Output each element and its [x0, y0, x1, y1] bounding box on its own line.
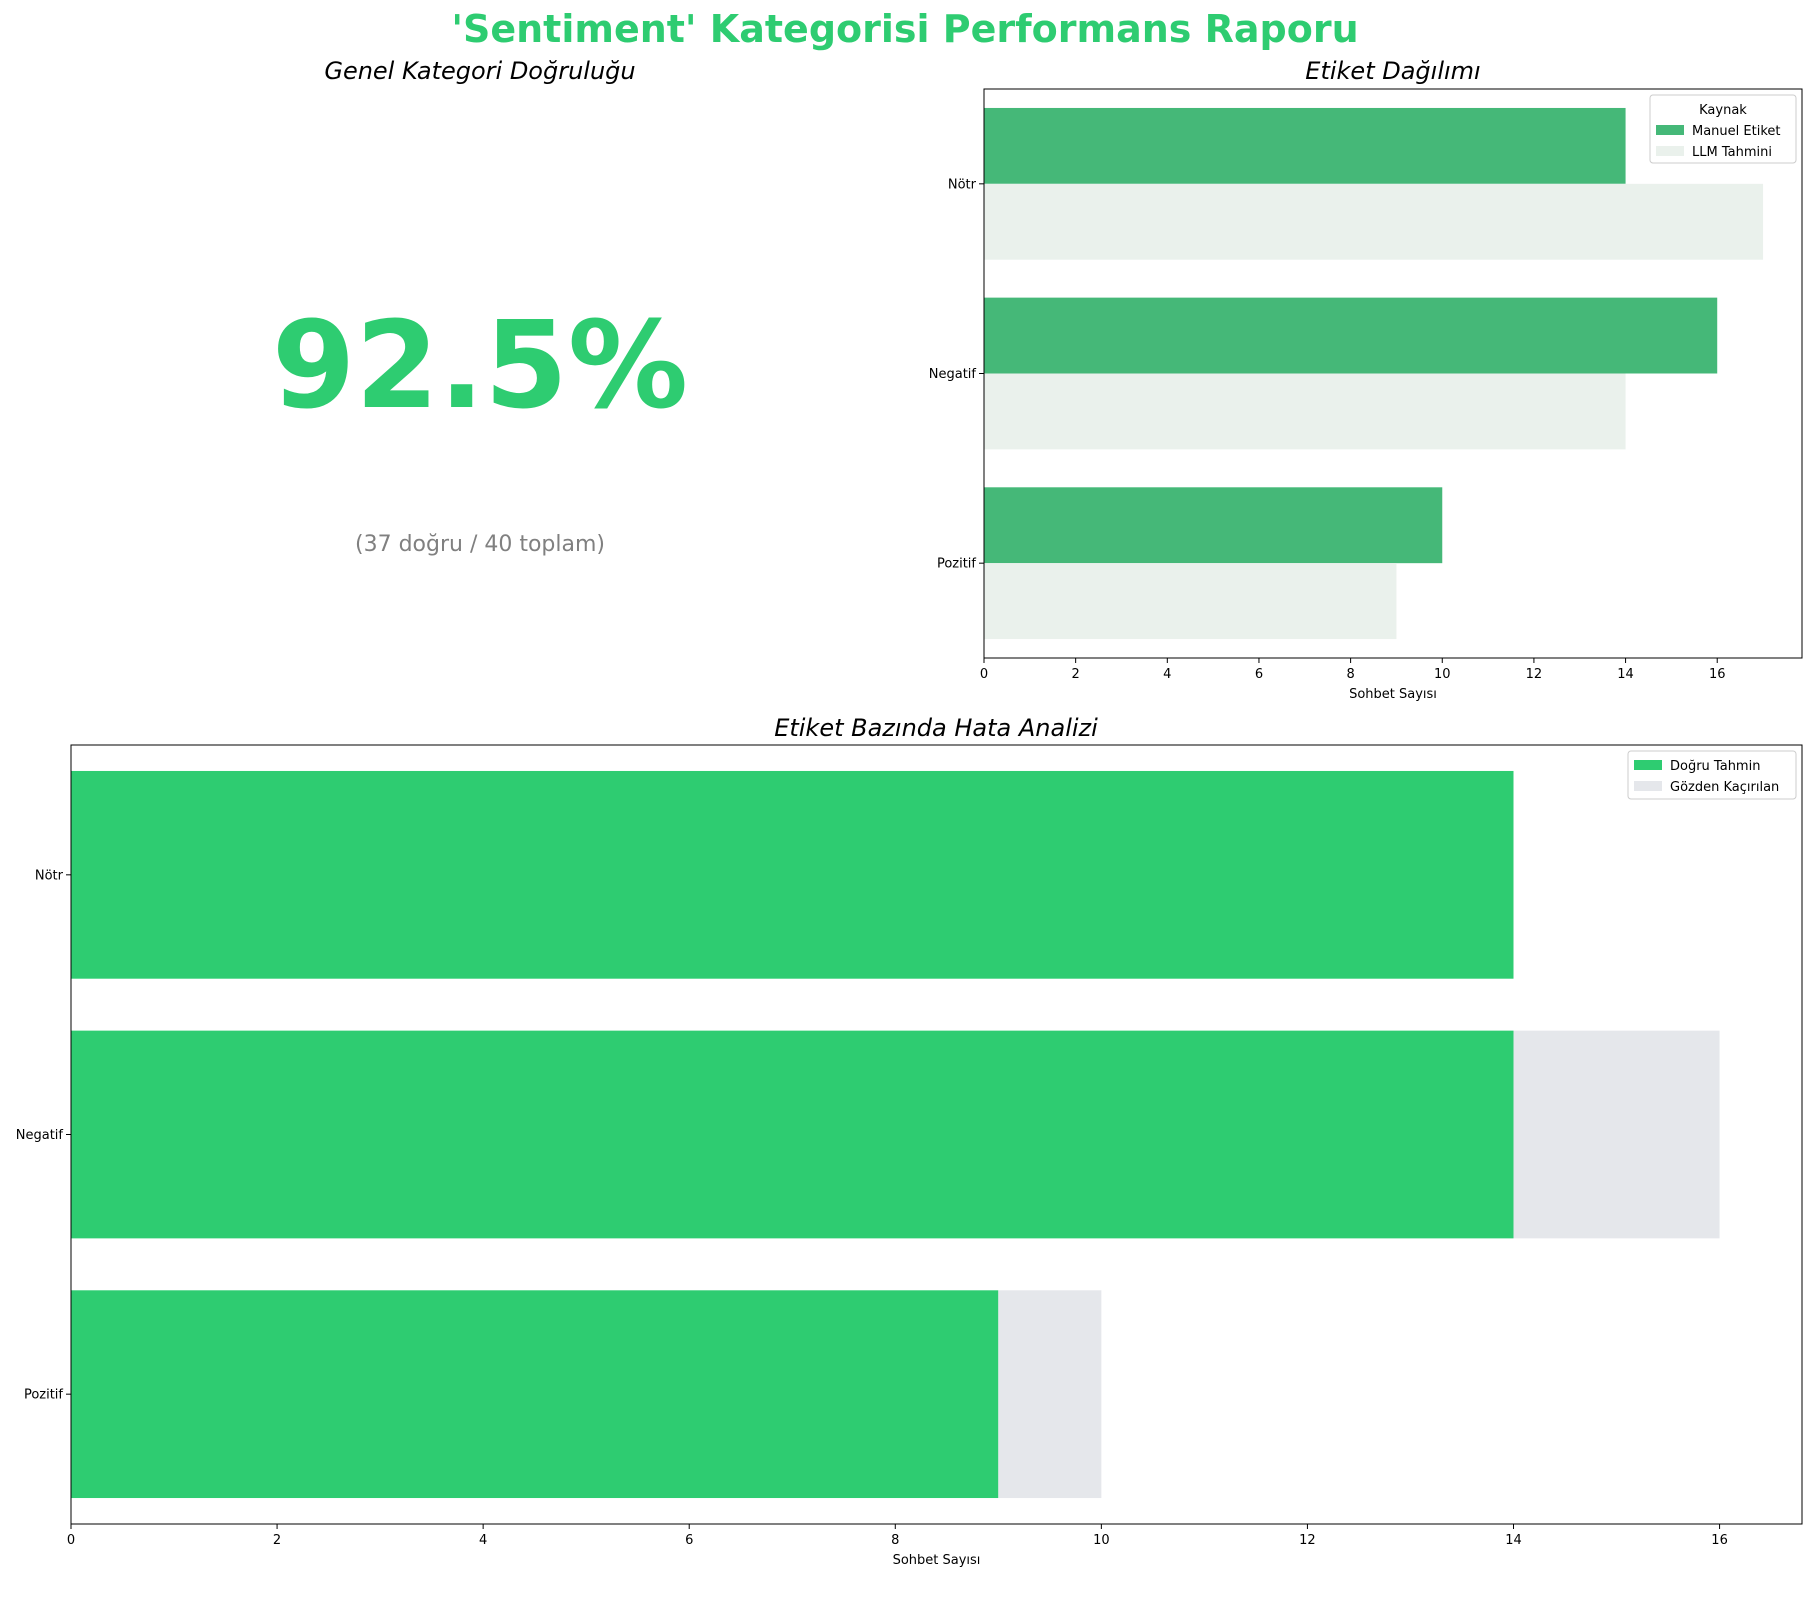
x-tick-label-12: 12	[1526, 667, 1543, 682]
bars-group	[71, 770, 1720, 1499]
y-tick-label-pozitif: Pozitif	[24, 1388, 63, 1403]
bar-dogru-tahmin-pozitif	[71, 1290, 999, 1499]
page-title: 'Sentiment' Kategorisi Performans Raporu	[451, 7, 1358, 51]
legend-swatch-gozden-kacirilan	[1634, 781, 1662, 791]
legend-swatch-manuel-etiket	[1656, 125, 1684, 135]
chart-title: Etiket Dağılımı	[1305, 57, 1480, 85]
y-tick-label-notr: Nötr	[35, 868, 64, 883]
legend-label-llm-tahmini: LLM Tahmini	[1692, 145, 1772, 160]
bar-dogru-tahmin-notr	[71, 770, 1514, 979]
x-tick-label-6: 6	[685, 1533, 693, 1548]
x-tick-label-4: 4	[479, 1533, 487, 1548]
bars-group	[984, 107, 1764, 640]
x-tick-label-0: 0	[980, 667, 988, 682]
axes-frame	[983, 88, 1803, 659]
label-distribution-chart: Etiket Dağılımı Nötr Negatif Pozitif 0 2 4 6 8 10…	[929, 57, 1803, 702]
bar-gozden-kacirilan-pozitif	[998, 1290, 1102, 1499]
x-tick-label-10: 10	[1434, 667, 1451, 682]
bar-llm-tahmini-notr	[984, 183, 1764, 260]
kpi-value: 92.5%	[272, 297, 688, 436]
kpi-title: Genel Kategori Doğruluğu	[324, 57, 635, 85]
x-tick-label-8: 8	[1346, 667, 1354, 682]
legend-label-dogru-tahmin: Doğru Tahmin	[1670, 759, 1760, 774]
legend: Doğru Tahmin Gözden Kaçırılan	[1627, 750, 1797, 800]
bar-llm-tahmini-negatif	[984, 373, 1626, 450]
chart-title: Etiket Bazında Hata Analizi	[774, 714, 1098, 742]
bar-manuel-etiket-negatif	[984, 297, 1718, 374]
kpi-detail: (37 doğru / 40 toplam)	[355, 532, 605, 557]
x-tick-label-10: 10	[1093, 1533, 1110, 1548]
x-tick-label-2: 2	[1072, 667, 1080, 682]
x-tick-label-8: 8	[891, 1533, 899, 1548]
x-tick-label-6: 6	[1255, 667, 1263, 682]
kpi-panel: Genel Kategori Doğruluğu 92.5% (37 doğru…	[272, 57, 688, 557]
legend-box	[1627, 750, 1797, 800]
bar-llm-tahmini-pozitif	[984, 563, 1397, 640]
y-tick-label-notr: Nötr	[948, 177, 977, 192]
axes-frame	[70, 744, 1803, 1525]
x-tick-label-14: 14	[1505, 1533, 1522, 1548]
x-axis-label: Sohbet Sayısı	[1349, 687, 1437, 702]
legend-title: Kaynak	[1699, 103, 1747, 118]
x-tick-label-12: 12	[1299, 1533, 1316, 1548]
x-tick-label-2: 2	[273, 1533, 281, 1548]
x-tick-label-4: 4	[1163, 667, 1171, 682]
legend-label-manuel-etiket: Manuel Etiket	[1692, 124, 1781, 139]
bar-dogru-tahmin-negatif	[71, 1030, 1514, 1239]
legend-box	[1649, 94, 1797, 164]
x-axis-label: Sohbet Sayısı	[893, 1553, 981, 1568]
x-tick-label-16: 16	[1709, 667, 1726, 682]
legend-swatch-llm-tahmini	[1656, 146, 1684, 156]
error-analysis-chart: Etiket Bazında Hata Analizi Nötr Negatif Po…	[16, 714, 1803, 1568]
x-tick-label-16: 16	[1711, 1533, 1728, 1548]
x-tick-label-0: 0	[67, 1533, 75, 1548]
bar-manuel-etiket-pozitif	[984, 487, 1443, 564]
legend-label-gozden-kacirilan: Gözden Kaçırılan	[1670, 780, 1779, 795]
bar-manuel-etiket-notr	[984, 107, 1626, 184]
y-tick-label-negatif: Negatif	[929, 367, 977, 382]
legend: Kaynak Manuel Etiket LLM Tahmini	[1649, 94, 1797, 164]
y-tick-label-negatif: Negatif	[16, 1128, 64, 1143]
legend-swatch-dogru-tahmin	[1634, 760, 1662, 770]
x-tick-label-14: 14	[1617, 667, 1634, 682]
bar-gozden-kacirilan-negatif	[1513, 1030, 1720, 1239]
y-tick-label-pozitif: Pozitif	[937, 557, 976, 572]
